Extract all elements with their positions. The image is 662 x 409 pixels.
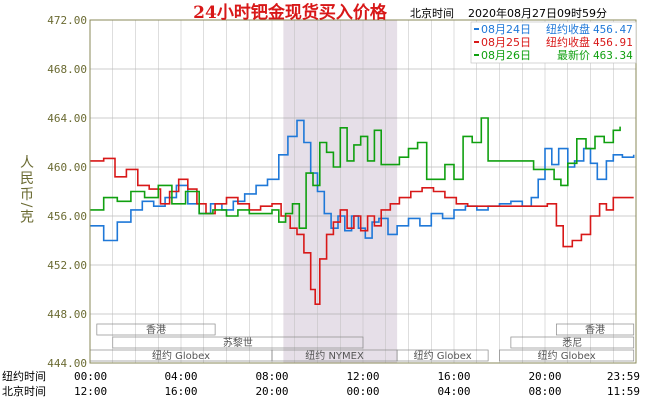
- session-label: 香港: [585, 324, 605, 336]
- x-tick-label: 00:00: [346, 385, 379, 398]
- timezone-label: 北京时间: [410, 6, 454, 20]
- legend-value: 456.91: [593, 36, 633, 49]
- chart-title: 24小时钯金现货买入价格: [193, 2, 388, 23]
- y-tick-label: 464.00: [47, 112, 87, 125]
- y-tick-label: 452.00: [47, 259, 87, 272]
- x-tick-label: 12:00: [74, 385, 107, 398]
- legend-value-label: 纽约收盘: [546, 35, 590, 49]
- legend-box: [470, 21, 637, 64]
- legend-value: 456.47: [593, 23, 633, 36]
- legend-series-name: 08月24日: [481, 23, 531, 36]
- legend-series-name: 08月25日: [481, 36, 531, 49]
- y-axis-ticks: 472.00 468.00 464.00 460.00 456.00 452.00 448.…: [47, 14, 87, 370]
- series-lines: [90, 117, 635, 305]
- session-label: 苏黎世: [223, 336, 253, 349]
- y-tick-label: 468.00: [47, 63, 87, 76]
- series-line-1: [90, 157, 634, 305]
- legend-value-label: 最新价: [557, 48, 590, 62]
- session-bar: [556, 323, 635, 336]
- y-axis-title: 人民币/克: [18, 155, 34, 226]
- x-axis: 纽约时间 00:00 04:00 08:00 12:00 16:00 20:00 23:59 北…: [2, 369, 640, 398]
- legend-value: 463.34: [593, 49, 633, 62]
- x-tick-label: 16:00: [437, 370, 470, 383]
- x-axis-row-label: 北京时间: [2, 384, 46, 398]
- session-bar: [396, 349, 489, 362]
- y-axis-label: 人民币/克: [18, 155, 34, 226]
- timestamp: 2020年08月27日09时59分: [468, 6, 607, 20]
- legend-series-name: 08月26日: [481, 49, 531, 62]
- session-bar: [112, 336, 364, 349]
- x-tick-label: 23:59: [607, 370, 640, 383]
- y-tick-label: 444.00: [47, 357, 87, 370]
- x-tick-label: 20:00: [255, 385, 288, 398]
- session-label: 香港: [146, 324, 166, 336]
- session-label: 纽约 Globex: [152, 349, 210, 362]
- x-tick-label: 11:59: [607, 385, 640, 398]
- series-line-2: [90, 117, 621, 229]
- y-tick-label: 448.00: [47, 308, 87, 321]
- session-bar: [510, 336, 635, 349]
- x-tick-label: 20:00: [528, 370, 561, 383]
- x-tick-label: 04:00: [164, 370, 197, 383]
- y-tick-label: 460.00: [47, 161, 87, 174]
- session-bar: [499, 349, 635, 362]
- legend-value-label: 纽约收盘: [546, 22, 590, 36]
- session-label: 纽约 Globex: [414, 349, 472, 362]
- y-tick-label: 456.00: [47, 210, 87, 223]
- x-axis-row-label: 纽约时间: [2, 369, 46, 383]
- plot-border: [89, 19, 637, 364]
- x-tick-label: 16:00: [164, 385, 197, 398]
- y-tick-label: 472.00: [47, 14, 87, 27]
- session-label: 悉尼: [562, 337, 582, 349]
- x-tick-label: 04:00: [437, 385, 470, 398]
- session-bar: [96, 323, 216, 336]
- x-tick-label: 00:00: [74, 370, 107, 383]
- session-label: 纽约 NYMEX: [305, 349, 364, 362]
- session-label: 纽约 Globex: [538, 349, 596, 362]
- x-tick-label: 08:00: [255, 370, 288, 383]
- x-tick-label: 12:00: [346, 370, 379, 383]
- x-tick-label: 08:00: [528, 385, 561, 398]
- plot-frame: [89, 19, 637, 364]
